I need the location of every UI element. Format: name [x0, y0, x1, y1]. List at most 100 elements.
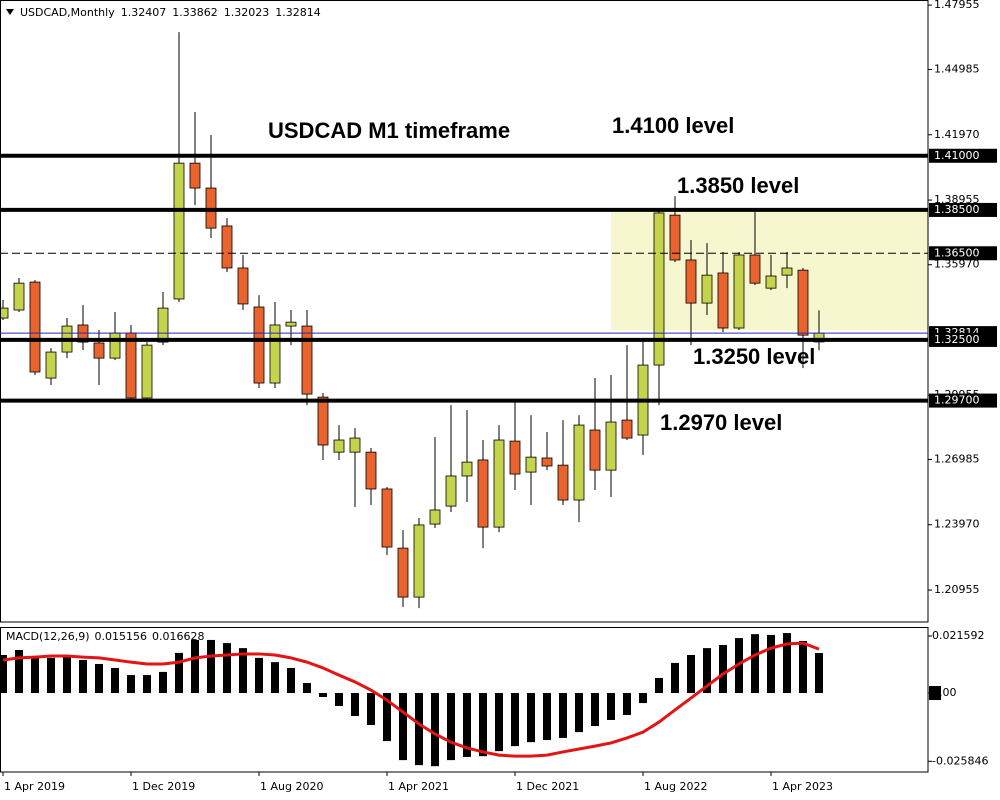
macd-bar [655, 677, 663, 694]
macd-bar [783, 633, 791, 694]
price-panel [0, 32, 928, 609]
candle-body [589, 429, 601, 471]
y-tick-label: 1.23970 [934, 518, 980, 531]
macd-bar [383, 693, 391, 742]
macd-bar [351, 693, 359, 717]
x-tick-label: 1 Apr 2019 [4, 780, 65, 793]
x-tick-label: 1 Dec 2021 [516, 780, 579, 793]
candle-body [749, 254, 761, 284]
candle-body [733, 254, 745, 329]
macd-bar [95, 663, 103, 694]
ohlc-value: 1.32023 [224, 6, 270, 19]
candle-body [221, 225, 233, 269]
symbol: USDCAD,Monthly [20, 6, 115, 19]
candle-body [349, 437, 361, 453]
macd-bar [511, 693, 519, 747]
macd-bar [399, 693, 407, 761]
candle-body [573, 424, 585, 501]
macd-bar [239, 648, 247, 694]
macd-bar [0, 654, 7, 694]
level-label-box [929, 202, 997, 217]
x-tick-label: 1 Apr 2023 [772, 780, 833, 793]
level-label: 1.38500 [934, 203, 980, 216]
candle-body [365, 451, 377, 490]
macd-bar [223, 643, 231, 694]
y-tick-label: 1.38955 [934, 193, 980, 206]
macd-bar [719, 644, 727, 694]
candle-body [13, 282, 25, 311]
macd-bar [63, 656, 71, 694]
macd-bar [303, 682, 311, 694]
chart-title: USDCAD M1 timeframe [268, 118, 510, 143]
y-tick-label: 1.35970 [934, 258, 980, 271]
macd-bar [319, 693, 327, 697]
macd-bar [15, 649, 23, 694]
candle-body [685, 259, 697, 304]
macd-bar [175, 652, 183, 694]
level-annotation: 1.3250 level [693, 344, 815, 369]
macd-bar [207, 639, 215, 694]
candle-body [45, 351, 57, 379]
macd-bar [79, 660, 87, 694]
menu-arrow[interactable] [6, 9, 14, 15]
level-label: 1.41000 [934, 149, 980, 162]
macd-bar [159, 671, 167, 694]
candle-body [493, 439, 505, 528]
candle-body [797, 269, 809, 336]
candle-body [29, 281, 41, 373]
candle-body [765, 275, 777, 289]
level-label-box [929, 393, 997, 408]
y-tick-label: 1.44985 [934, 62, 980, 75]
candle-body [109, 332, 121, 359]
candle-body [461, 461, 473, 477]
candle-body [317, 396, 329, 446]
macd-bar [479, 693, 487, 757]
macd-y-tick-label: -0.025846 [932, 754, 988, 767]
macd-zero-box [929, 686, 941, 701]
candle-body [413, 524, 425, 598]
macd-bar [543, 693, 551, 741]
candle-body [557, 464, 569, 501]
candle-body [157, 307, 169, 343]
level-label-box [929, 332, 997, 347]
level-annotation: 1.2970 level [660, 410, 782, 435]
x-tick-label: 1 Dec 2019 [132, 780, 195, 793]
candle-body [653, 212, 665, 366]
macd-bar [639, 693, 647, 704]
macd-y-tick-label: 0.021592 [932, 629, 985, 642]
macd-bar [271, 662, 279, 694]
level-label-box [929, 246, 997, 261]
macd-bar [751, 634, 759, 694]
candle-body [93, 342, 105, 359]
candle-body [477, 459, 489, 528]
macd-bar [687, 654, 695, 694]
candle-body [0, 307, 9, 319]
macd-bar [447, 693, 455, 761]
macd-bar [591, 693, 599, 727]
indicator-name: MACD(12,26,9) [6, 630, 90, 643]
macd-bar [415, 693, 423, 766]
macd-bar [431, 693, 439, 767]
candle-body [189, 162, 201, 189]
macd-bar [255, 657, 263, 694]
candle-body [237, 267, 249, 305]
candle-body [701, 274, 713, 304]
candle-body [429, 509, 441, 525]
candle-body [717, 272, 729, 329]
price-frame [0, 0, 929, 623]
macd-bar [335, 693, 343, 706]
x-tick-label: 1 Apr 2021 [388, 780, 449, 793]
macd-bar [559, 693, 567, 738]
level-label: 1.29700 [934, 394, 980, 407]
macd-frame [0, 627, 929, 773]
x-tick-label: 1 Aug 2022 [644, 780, 707, 793]
ohlc-value: 1.33862 [172, 6, 218, 19]
candle-body [397, 547, 409, 598]
candle-body [285, 321, 297, 327]
signal-line [2, 641, 820, 758]
candle-body [253, 306, 265, 384]
macd-bar [111, 667, 119, 694]
macd-bar [31, 656, 39, 694]
macd-bar [287, 667, 295, 694]
